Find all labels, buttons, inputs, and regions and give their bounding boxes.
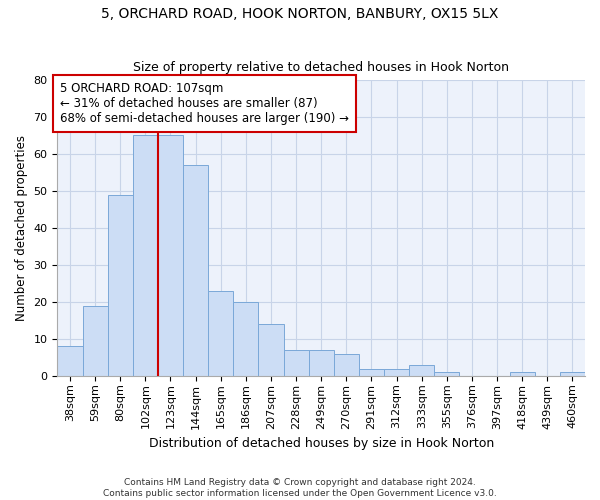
Bar [409, 365, 434, 376]
Text: Contains HM Land Registry data © Crown copyright and database right 2024.
Contai: Contains HM Land Registry data © Crown c… [103, 478, 497, 498]
Bar [509, 372, 535, 376]
Bar [560, 372, 585, 376]
Bar [83, 306, 107, 376]
Bar [384, 368, 409, 376]
Bar [183, 165, 208, 376]
Bar [284, 350, 308, 376]
Text: 5 ORCHARD ROAD: 107sqm
← 31% of detached houses are smaller (87)
68% of semi-det: 5 ORCHARD ROAD: 107sqm ← 31% of detached… [60, 82, 349, 124]
Title: Size of property relative to detached houses in Hook Norton: Size of property relative to detached ho… [133, 62, 509, 74]
Bar [359, 368, 384, 376]
Bar [158, 136, 183, 376]
Bar [58, 346, 83, 376]
X-axis label: Distribution of detached houses by size in Hook Norton: Distribution of detached houses by size … [149, 437, 494, 450]
Bar [334, 354, 359, 376]
Text: 5, ORCHARD ROAD, HOOK NORTON, BANBURY, OX15 5LX: 5, ORCHARD ROAD, HOOK NORTON, BANBURY, O… [101, 8, 499, 22]
Bar [208, 291, 233, 376]
Bar [308, 350, 334, 376]
Bar [233, 302, 259, 376]
Bar [133, 136, 158, 376]
Bar [107, 194, 133, 376]
Y-axis label: Number of detached properties: Number of detached properties [15, 135, 28, 321]
Bar [259, 324, 284, 376]
Bar [434, 372, 460, 376]
